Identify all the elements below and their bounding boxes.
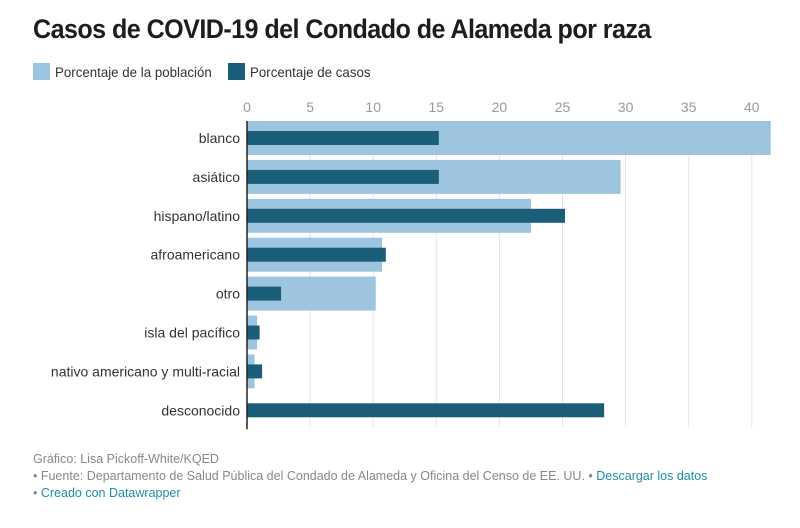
bar-cases <box>247 325 260 340</box>
x-tick-label: 40 <box>744 99 760 115</box>
bar-cases <box>247 286 282 301</box>
legend: Porcentaje de la población Porcentaje de… <box>33 63 385 80</box>
category-label: afroamericano <box>151 247 241 263</box>
bar-chart: 0 5 10 15 20 25 30 35 40 blanco asiático hispano/la… <box>51 99 771 430</box>
credit-text: Gráfico: Lisa Pickoff-White/KQED <box>33 452 219 466</box>
legend-swatch-population <box>33 63 50 80</box>
bar-cases <box>247 208 566 223</box>
chart-title: Casos de COVID-19 del Condado de Alameda… <box>33 14 651 44</box>
datawrapper-link[interactable]: Creado con Datawrapper <box>40 486 181 500</box>
source-text: • Fuente: Departamento de Salud Pública … <box>33 469 593 483</box>
bar-cases <box>247 364 263 379</box>
credit-line: Gráfico: Lisa Pickoff-White/KQED <box>33 451 707 468</box>
bar-cases <box>247 403 605 418</box>
category-label: asiático <box>193 169 241 185</box>
bar-cases <box>247 131 439 145</box>
x-tick-label: 30 <box>618 99 634 115</box>
category-label: blanco <box>199 130 240 146</box>
legend-label-cases: Porcentaje de casos <box>250 63 371 80</box>
legend-item-population: Porcentaje de la población <box>33 63 220 80</box>
x-tick-label: 0 <box>243 99 251 115</box>
category-label: otro <box>216 286 240 302</box>
download-data-link[interactable]: Descargar los datos <box>596 469 708 483</box>
created-line: • Creado con Datawrapper <box>33 485 707 502</box>
source-line: • Fuente: Departamento de Salud Pública … <box>33 468 707 485</box>
x-tick-label: 35 <box>681 99 697 115</box>
x-tick-label: 15 <box>429 99 445 115</box>
category-label: desconocido <box>161 402 240 418</box>
legend-label-population: Porcentaje de la población <box>55 63 212 80</box>
bar-cases <box>247 169 439 184</box>
category-label: isla del pacífico <box>144 325 240 341</box>
legend-item-cases: Porcentaje de casos <box>228 63 377 80</box>
created-bullet: • <box>33 486 38 500</box>
legend-swatch-cases <box>228 63 246 80</box>
x-tick-label: 25 <box>555 99 571 115</box>
x-tick-label: 5 <box>306 99 314 115</box>
category-label: hispano/latino <box>154 208 241 224</box>
footer: Gráfico: Lisa Pickoff-White/KQED • Fuent… <box>33 451 707 502</box>
x-tick-label: 20 <box>492 99 508 115</box>
bar-cases <box>247 247 386 262</box>
x-tick-label: 10 <box>365 99 381 115</box>
category-label: nativo americano y multi-racial <box>51 363 240 379</box>
